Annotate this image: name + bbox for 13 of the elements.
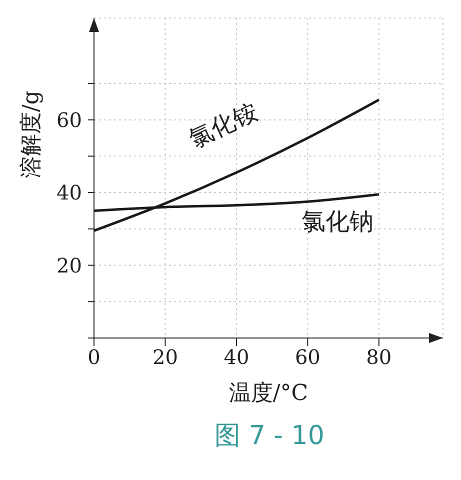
y-tick-label: 40 xyxy=(56,180,82,205)
text: 氯化铵 xyxy=(184,97,262,154)
y-axis-title: 溶解度/g xyxy=(18,90,44,178)
y-tick-label: 20 xyxy=(56,253,82,278)
x-tick-label: 0 xyxy=(88,345,100,370)
x-tick-label: 80 xyxy=(366,345,392,370)
y-tick-label: 60 xyxy=(56,108,82,132)
x-axis-title: 温度/°C xyxy=(228,381,308,406)
series-label: 氯化钠 xyxy=(302,208,374,236)
x-tick-label: 40 xyxy=(224,345,250,370)
caption: 图 7 - 10 xyxy=(214,420,326,453)
x-tick-label: 20 xyxy=(152,345,178,370)
x-tick-label: 60 xyxy=(294,345,320,370)
